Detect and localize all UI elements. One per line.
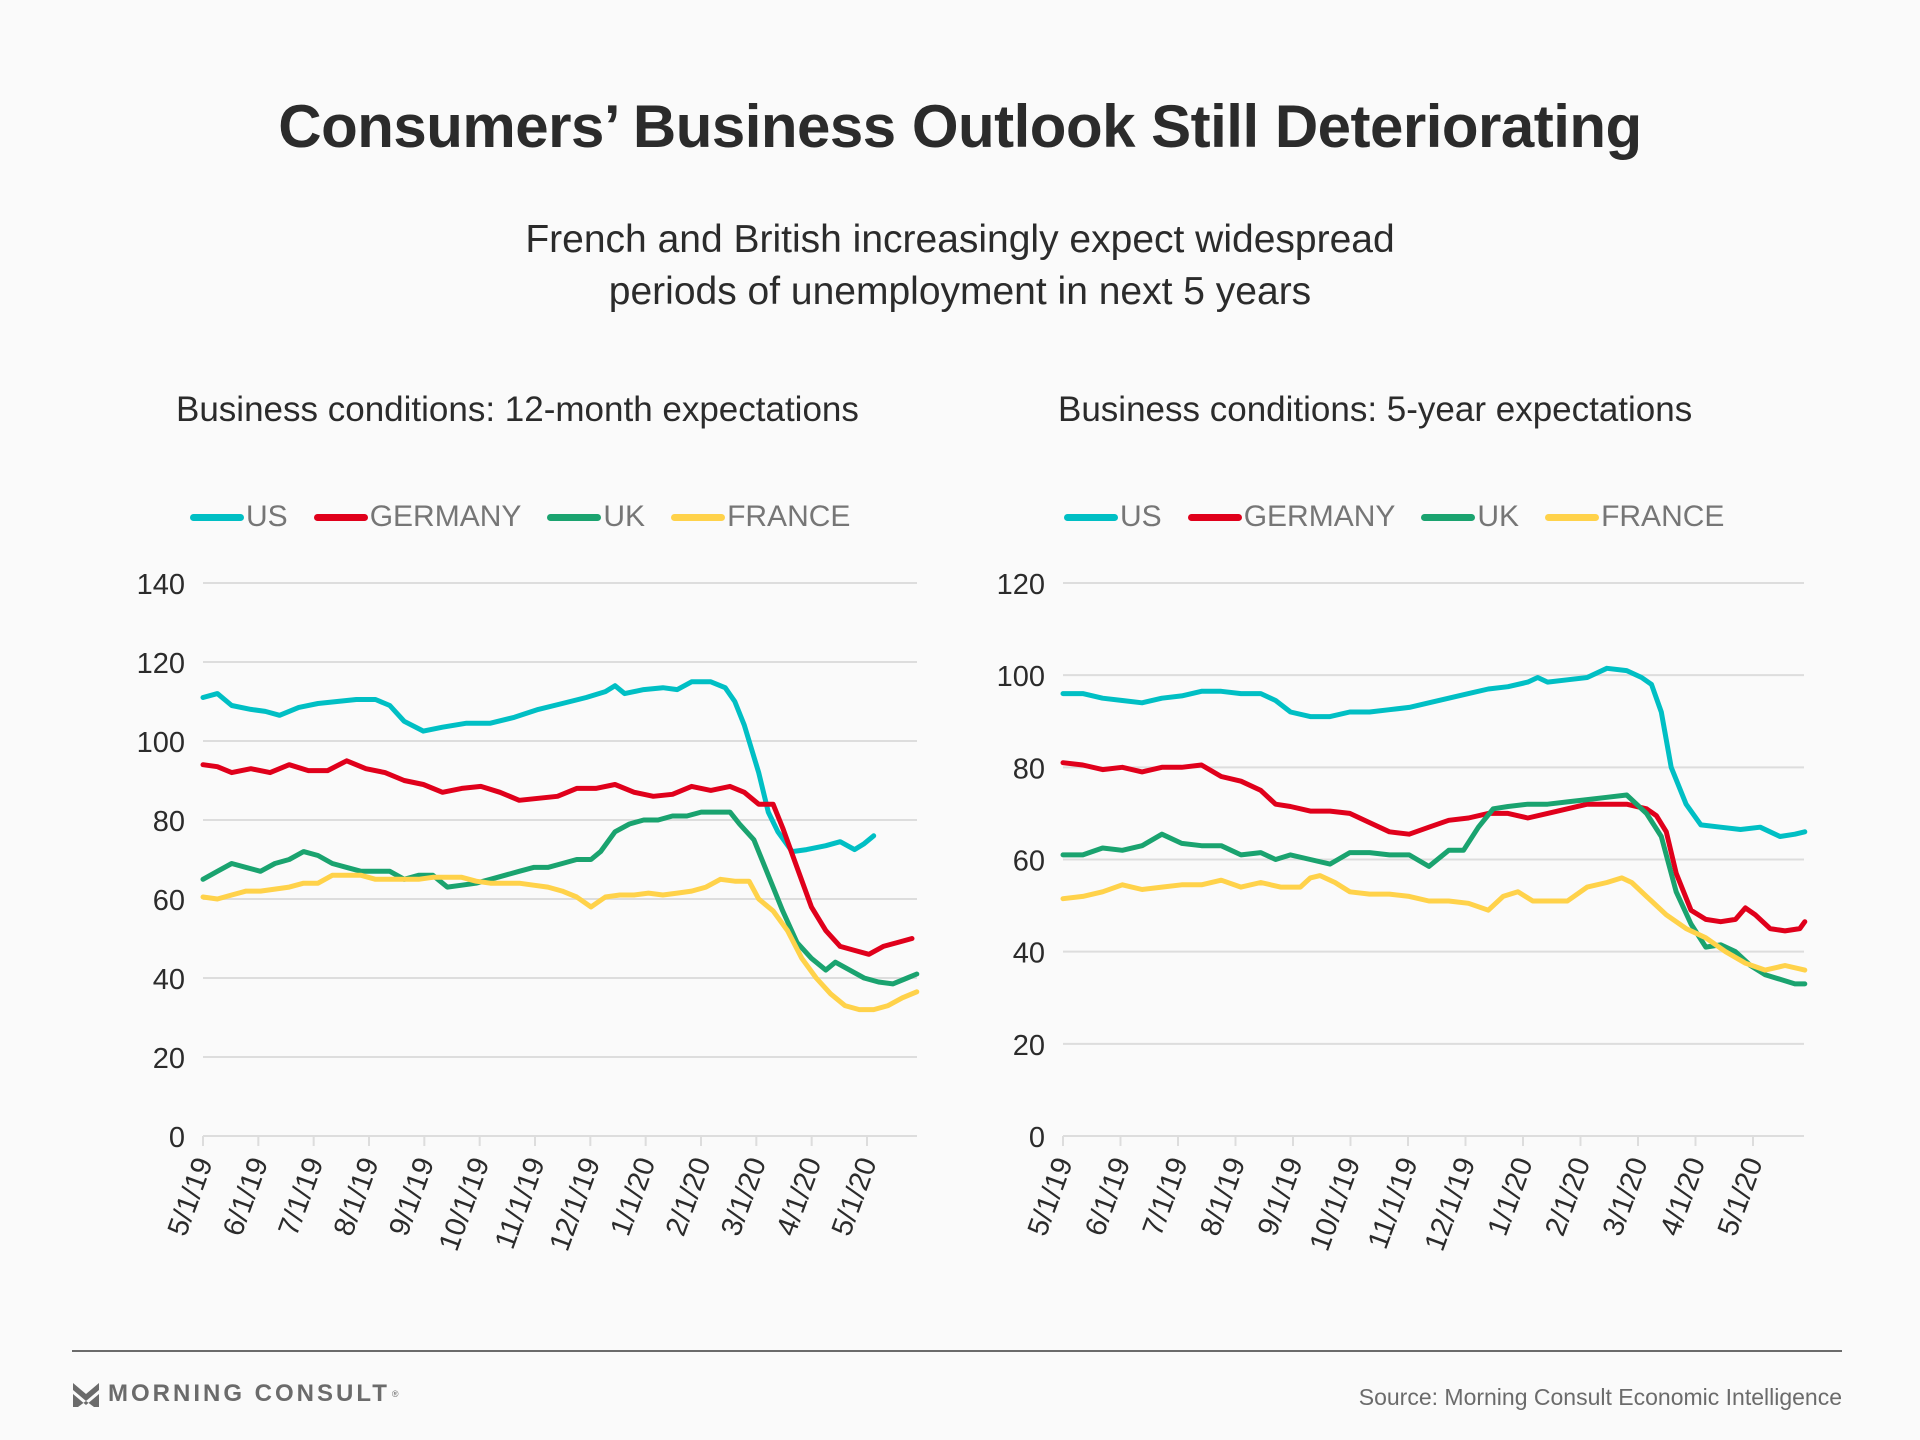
y-tick-label: 80 [1013, 753, 1045, 785]
x-tick-label: 2/1/20 [1539, 1153, 1597, 1240]
x-tick-label: 3/1/20 [715, 1153, 773, 1240]
y-tick-label: 40 [1013, 938, 1045, 970]
legend-item-france: FRANCE [1545, 500, 1724, 534]
x-tick-label: 12/1/19 [1419, 1153, 1482, 1255]
legend-item-germany: GERMANY [1187, 500, 1396, 534]
y-tick-label: 100 [137, 727, 185, 759]
legend-item-uk: UK [1421, 500, 1519, 534]
legend-label: GERMANY [1243, 500, 1396, 533]
legend-swatch [1545, 513, 1600, 521]
x-tick-label: 11/1/19 [1362, 1153, 1424, 1253]
x-tick-label: 11/1/19 [489, 1153, 551, 1253]
x-tick-label: 12/1/19 [544, 1153, 607, 1255]
legend-item-uk: UK [547, 500, 645, 534]
legend-swatch [547, 513, 602, 521]
x-tick-label: 10/1/19 [433, 1153, 496, 1255]
y-tick-label: 100 [997, 661, 1045, 693]
x-tick-label: 4/1/20 [771, 1153, 829, 1240]
y-tick-label: 0 [169, 1122, 185, 1154]
legend-label: UK [603, 500, 646, 533]
subtitle-line-2: periods of unemployment in next 5 years [608, 270, 1312, 313]
y-tick-label: 120 [997, 569, 1045, 601]
x-tick-label: 5/1/19 [162, 1153, 220, 1240]
x-tick-label: 8/1/19 [328, 1153, 386, 1240]
series-line-us-12-month [200, 679, 877, 855]
series-line-germany-5-year [1060, 760, 1808, 934]
page-subtitle: French and British increasingly expect w… [0, 214, 1920, 318]
series-line-us-5-year [1060, 665, 1808, 839]
y-tick-label: 140 [137, 569, 185, 601]
morning-consult-logo-icon [73, 1383, 99, 1407]
registered-mark: ® [391, 1389, 399, 1399]
subtitle-line-1: French and British increasingly expect w… [525, 218, 1395, 261]
x-tick-label: 3/1/20 [1597, 1153, 1655, 1240]
x-tick-label: 1/1/20 [1482, 1153, 1540, 1240]
legend-5-year: US GERMANY UK FRANCE [1064, 500, 1750, 534]
series-line-uk-12-month [200, 809, 920, 987]
legend-swatch [190, 513, 244, 521]
x-tick-label: 5/1/19 [1022, 1153, 1080, 1240]
y-tick-label: 0 [1029, 1122, 1045, 1154]
legend-item-us: US [1064, 500, 1162, 534]
y-tick-label: 80 [153, 806, 185, 838]
series-line-france-12-month [200, 872, 920, 1013]
x-tick-label: 1/1/20 [605, 1153, 663, 1240]
x-tick-label: 5/1/20 [1712, 1153, 1770, 1240]
x-tick-label: 4/1/20 [1654, 1153, 1712, 1240]
series-line-uk-5-year [1060, 792, 1808, 987]
y-tick-label: 20 [1013, 1030, 1045, 1062]
series-line-germany-12-month [200, 758, 915, 957]
legend-label: US [246, 500, 288, 533]
y-tick-label: 60 [1013, 846, 1045, 878]
legend-label: FRANCE [727, 500, 851, 533]
x-tick-label: 9/1/19 [383, 1153, 441, 1240]
x-tick-label: 6/1/19 [217, 1153, 275, 1240]
footer-divider [72, 1350, 1842, 1352]
y-tick-label: 40 [153, 964, 185, 996]
x-tick-label: 2/1/20 [660, 1153, 718, 1240]
legend-12-month: US GERMANY UK FRANCE [190, 500, 876, 534]
chart-title-12-month: Business conditions: 12-month expectatio… [176, 390, 859, 429]
x-tick-label: 10/1/19 [1304, 1153, 1367, 1255]
y-tick-label: 60 [153, 885, 185, 917]
legend-item-us: US [190, 500, 288, 534]
legend-label: UK [1477, 500, 1520, 533]
x-tick-label: 9/1/19 [1252, 1153, 1310, 1240]
source-note: Source: Morning Consult Economic Intelli… [1358, 1384, 1842, 1410]
legend-swatch [1421, 513, 1476, 521]
brand-logo: MORNING CONSULT ® [72, 1380, 399, 1408]
legend-item-germany: GERMANY [313, 500, 522, 534]
x-tick-label: 6/1/19 [1079, 1153, 1137, 1240]
legend-label: FRANCE [1601, 500, 1725, 533]
legend-swatch [671, 513, 726, 521]
x-tick-label: 7/1/19 [273, 1153, 331, 1240]
brand-name: MORNING CONSULT [108, 1380, 390, 1407]
x-tick-label: 8/1/19 [1194, 1153, 1252, 1240]
x-tick-label: 7/1/19 [1137, 1153, 1195, 1240]
legend-swatch [1187, 513, 1242, 521]
x-tick-label: 5/1/20 [826, 1153, 884, 1240]
series-line-france-5-year [1060, 873, 1808, 973]
legend-label: GERMANY [369, 500, 522, 533]
chart-title-5-year: Business conditions: 5-year expectations [1058, 390, 1693, 429]
legend-swatch [1064, 513, 1118, 521]
page-title: Consumers’ Business Outlook Still Deteri… [278, 93, 1642, 160]
legend-item-france: FRANCE [671, 500, 850, 534]
legend-swatch [313, 513, 368, 521]
y-tick-label: 20 [153, 1043, 185, 1075]
legend-label: US [1120, 500, 1162, 533]
y-tick-label: 120 [137, 648, 185, 680]
